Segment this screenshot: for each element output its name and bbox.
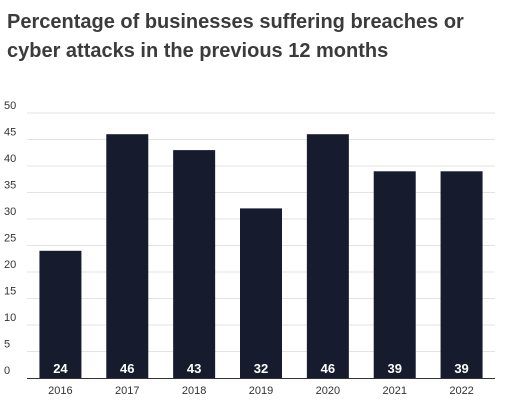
x-tick-label: 2020 [316,385,340,397]
data-label: 43 [187,361,201,376]
x-tick-label: 2019 [249,385,273,397]
bar-2022 [440,171,483,378]
y-tick-label: 30 [4,206,16,218]
bars: 24 46 43 32 46 39 39 [39,134,483,378]
data-label: 39 [387,361,401,376]
x-tick-label: 2022 [449,385,473,397]
y-tick-label: 10 [4,312,16,324]
data-label: 39 [454,361,468,376]
chart-title: Percentage of businesses suffering breac… [7,11,464,62]
y-tick-label: 5 [4,339,10,351]
bar-2021 [373,171,416,378]
x-axis-ticks: 2016 2017 2018 2019 2020 2021 2022 [48,385,474,397]
bar-2017 [106,134,149,378]
bar-2020 [306,134,349,378]
x-tick-label: 2017 [115,385,139,397]
y-tick-label: 50 [4,100,16,112]
x-tick-label: 2018 [182,385,206,397]
gridlines [27,112,495,352]
data-label: 32 [254,361,268,376]
y-axis-ticks: 0 5 10 15 20 25 30 35 40 45 50 [4,100,16,377]
x-tick-label: 2016 [48,385,72,397]
y-tick-label: 35 [4,180,16,192]
data-label: 24 [53,361,68,376]
y-tick-label: 15 [4,286,16,298]
y-tick-label: 0 [4,365,10,377]
bar-2018 [173,150,216,378]
bar-2016 [39,250,82,378]
data-label: 46 [120,361,134,376]
y-tick-label: 25 [4,233,16,245]
data-label: 46 [321,361,335,376]
y-tick-label: 45 [4,127,16,139]
x-tick-label: 2021 [382,385,406,397]
y-tick-label: 40 [4,153,16,165]
bar-2019 [240,208,282,378]
y-tick-label: 20 [4,259,16,271]
